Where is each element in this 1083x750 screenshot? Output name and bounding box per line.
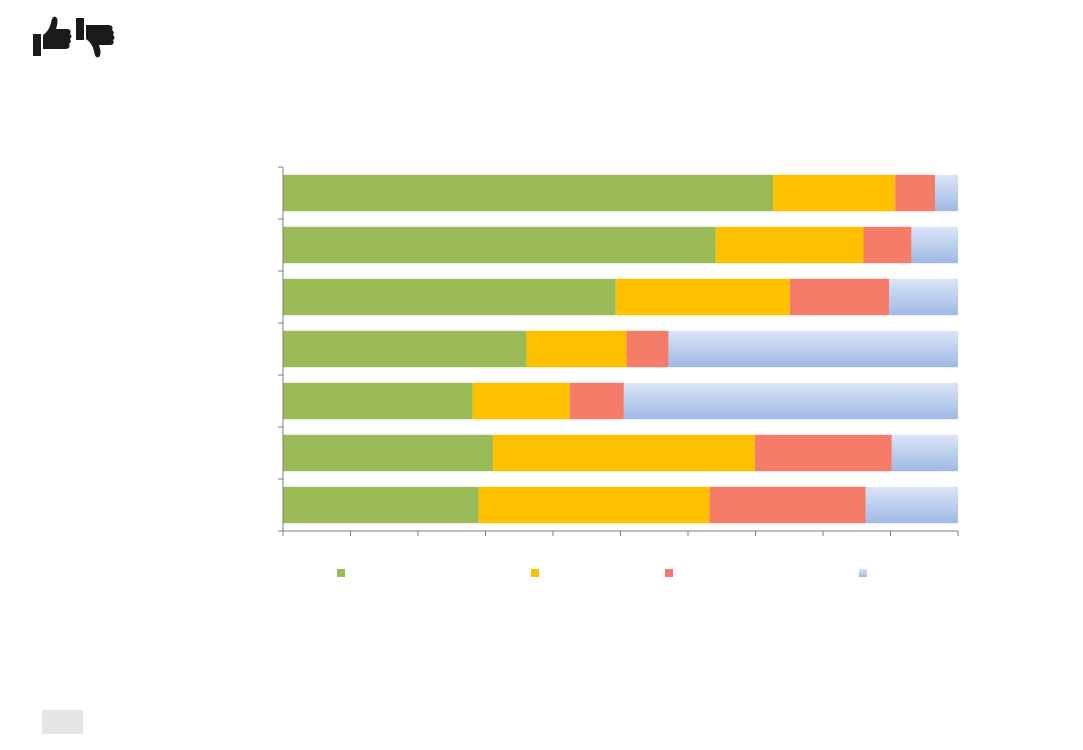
footer-box bbox=[42, 710, 83, 734]
legend-swatch bbox=[531, 569, 539, 577]
bar-segment bbox=[623, 382, 958, 420]
bar-segment bbox=[492, 434, 755, 472]
bar-segment bbox=[911, 226, 958, 264]
bar-segment bbox=[863, 226, 912, 264]
legend-swatch bbox=[859, 569, 867, 577]
bar-segment bbox=[526, 330, 627, 368]
bar-segment bbox=[626, 330, 669, 368]
chart bbox=[278, 166, 959, 577]
bar-segment bbox=[283, 486, 479, 524]
bar-segment bbox=[773, 174, 896, 212]
bar-segment bbox=[283, 174, 774, 212]
bar-segment bbox=[668, 330, 958, 368]
legend-swatch bbox=[337, 569, 345, 577]
bar-segment bbox=[615, 278, 790, 316]
bar-segment bbox=[283, 226, 716, 264]
bar-segment bbox=[283, 330, 527, 368]
bar-segment bbox=[283, 434, 493, 472]
bar-segment bbox=[754, 434, 892, 472]
bar-segment bbox=[889, 278, 958, 316]
bar-segment bbox=[789, 278, 890, 316]
bar-segment bbox=[895, 174, 936, 212]
legend-swatch bbox=[665, 569, 673, 577]
bar-segment bbox=[283, 382, 473, 420]
bar-segment bbox=[715, 226, 864, 264]
bar-segment bbox=[935, 174, 958, 212]
bar-segment bbox=[891, 434, 958, 472]
bar-segment bbox=[865, 486, 958, 524]
bar-segment bbox=[472, 382, 570, 420]
thumbs-icons bbox=[33, 16, 115, 58]
bar-segment bbox=[569, 382, 624, 420]
bar-segment bbox=[478, 486, 710, 524]
bar-segment bbox=[283, 278, 616, 316]
bar-segment bbox=[709, 486, 866, 524]
